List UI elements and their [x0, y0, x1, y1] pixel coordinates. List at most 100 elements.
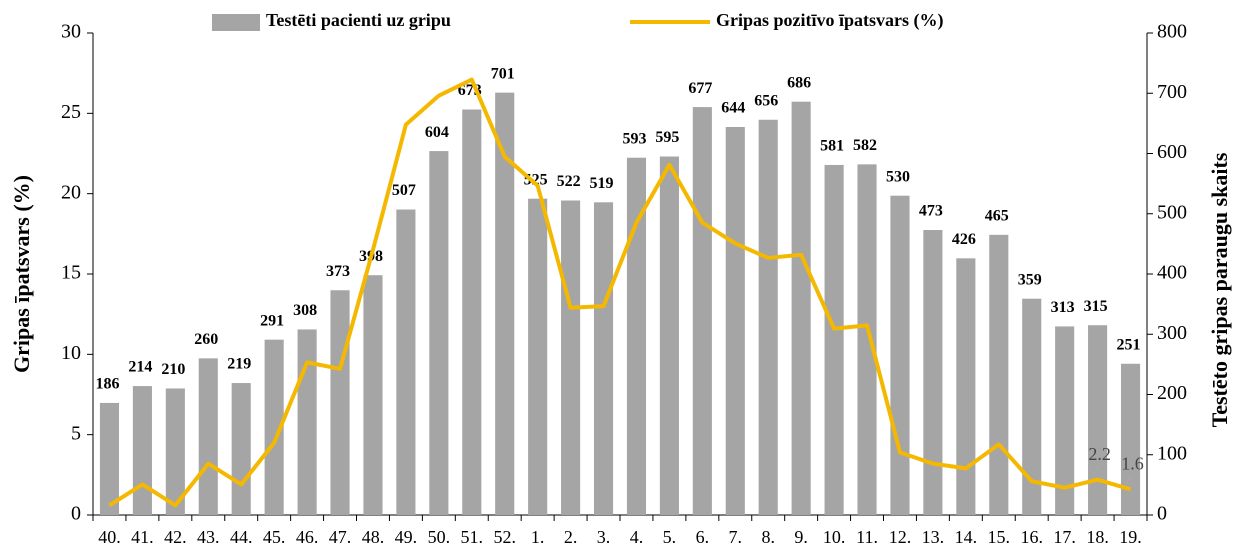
bar [561, 200, 581, 515]
x-tick-label: 51. [461, 527, 484, 547]
bar-value-label: 313 [1051, 299, 1075, 316]
bar [396, 209, 416, 515]
line [108, 77, 1132, 508]
y2-tick-label: 400 [1157, 262, 1187, 284]
y2-tick-label: 700 [1157, 81, 1187, 103]
x-tick-label: 10. [823, 527, 846, 547]
bar-value-label: 595 [655, 129, 679, 146]
x-tick-label: 45. [263, 527, 286, 547]
y2-axis-title: Testēto gripas paraugu skaits [1207, 152, 1232, 427]
bar-value-label: 210 [161, 361, 185, 378]
x-tick-label: 8. [761, 527, 775, 547]
x-tick-label: 44. [230, 527, 253, 547]
y2-tick-label: 600 [1157, 141, 1187, 163]
x-tick-label: 6. [696, 527, 710, 547]
x-tick-label: 40. [98, 527, 121, 547]
y2-tick-label: 0 [1157, 503, 1167, 525]
bar-value-label: 465 [985, 208, 1009, 225]
x-tick-label: 52. [493, 527, 516, 547]
label-leader [1093, 465, 1100, 474]
bar-value-label: 214 [128, 359, 152, 376]
x-tick-label: 19. [1119, 527, 1142, 547]
legend-swatch [212, 14, 260, 31]
bar-value-label: 373 [326, 263, 350, 280]
bar-value-label: 604 [425, 124, 449, 141]
y-tick-label: 10 [61, 342, 81, 364]
bar [725, 126, 745, 516]
bar-value-label: 593 [622, 130, 646, 147]
x-tick-label: 17. [1053, 527, 1076, 547]
x-tick-label: 18. [1086, 527, 1109, 547]
bar-value-label: 519 [590, 175, 614, 192]
bar-value-label: 260 [194, 331, 218, 348]
bar-value-label: 656 [754, 92, 778, 109]
bar [989, 234, 1009, 515]
bar-value-label: 251 [1117, 336, 1141, 353]
bar [857, 164, 877, 515]
bar [363, 275, 383, 515]
bar-value-label: 308 [293, 302, 317, 319]
bar-value-label: 644 [721, 100, 745, 117]
y2-tick-label: 100 [1157, 442, 1187, 464]
bar [758, 119, 778, 515]
y-tick-label: 0 [71, 503, 81, 525]
bar [923, 230, 943, 515]
bar-value-label: 522 [557, 173, 581, 190]
x-tick-label: 41. [131, 527, 154, 547]
bar-value-label: 426 [952, 231, 976, 248]
x-tick-label: 2. [564, 527, 578, 547]
bar [1055, 326, 1075, 515]
bar [330, 290, 350, 515]
x-tick-label: 16. [1020, 527, 1043, 547]
x-tick-label: 50. [428, 527, 451, 547]
bar [231, 383, 251, 515]
x-tick-label: 5. [663, 527, 677, 547]
y-tick-label: 15 [61, 262, 81, 284]
bar [264, 339, 284, 515]
bar [132, 386, 152, 515]
x-tick-label: 13. [922, 527, 945, 547]
bar-value-label: 507 [392, 182, 416, 199]
bar [528, 198, 548, 515]
line-value-label: 2.2 [1088, 444, 1111, 464]
bar-value-label: 686 [787, 74, 811, 91]
x-tick-label: 3. [597, 527, 611, 547]
bar [462, 109, 482, 515]
x-tick-label: 48. [362, 527, 385, 547]
bar-value-label: 701 [491, 65, 515, 82]
x-tick-label: 47. [329, 527, 352, 547]
y-tick-label: 20 [61, 181, 81, 203]
bar [1088, 325, 1108, 515]
y-tick-label: 30 [61, 21, 81, 43]
bar [429, 151, 449, 515]
x-tick-label: 49. [395, 527, 418, 547]
y-tick-label: 25 [61, 101, 81, 123]
bar-value-label: 677 [688, 80, 712, 97]
bar-value-label: 525 [524, 171, 548, 188]
legend-label: Gripas pozitīvo īpatsvars (%) [716, 10, 944, 31]
y2-tick-label: 300 [1157, 322, 1187, 344]
x-tick-label: 7. [729, 527, 743, 547]
x-tick-label: 15. [988, 527, 1011, 547]
bar-value-label: 315 [1084, 298, 1108, 315]
bar [791, 101, 811, 515]
bar-value-label: 582 [853, 137, 877, 154]
bar [824, 164, 844, 515]
bar-value-label: 530 [886, 168, 910, 185]
y2-tick-label: 500 [1157, 201, 1187, 223]
bar [165, 388, 185, 515]
y2-tick-label: 800 [1157, 21, 1187, 43]
x-tick-label: 1. [531, 527, 545, 547]
bar-value-label: 219 [227, 356, 251, 373]
bar [956, 258, 976, 515]
x-tick-label: 43. [197, 527, 220, 547]
line-value-label: 1.6 [1121, 453, 1144, 473]
bar-value-label: 359 [1018, 271, 1042, 288]
bar [659, 156, 679, 515]
y-axis-title: Gripas īpatsvars (%) [9, 175, 34, 373]
x-tick-label: 4. [630, 527, 644, 547]
x-tick-label: 9. [794, 527, 808, 547]
bar-value-label: 186 [95, 376, 119, 393]
legend-label: Testēti pacienti uz gripu [266, 10, 451, 30]
